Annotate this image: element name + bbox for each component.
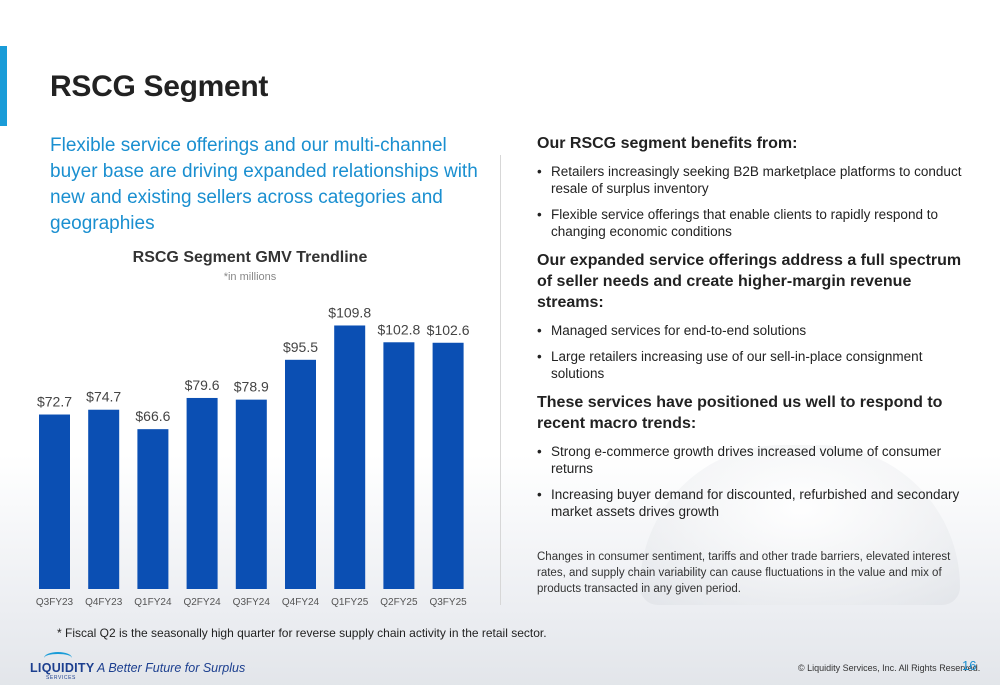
section-macro-trends: These services have positioned us well t…	[537, 392, 967, 520]
x-tick-label: Q3FY25	[429, 597, 467, 608]
bar-Q3FY24	[235, 399, 267, 589]
x-tick-label: Q3FY24	[233, 597, 271, 608]
x-tick-label: Q1FY24	[134, 597, 172, 608]
tagline: A Better Future for Surplus	[97, 661, 246, 675]
section-heading: These services have positioned us well t…	[537, 394, 943, 432]
disclaimer: Changes in consumer sentiment, tariffs a…	[537, 551, 951, 595]
x-tick-label: Q4FY24	[282, 597, 320, 608]
bullet-item: Increasing buyer demand for discounted, …	[537, 486, 967, 520]
page-subtitle: Flexible service offerings and our multi…	[50, 135, 478, 234]
footnote: * Fiscal Q2 is the seasonally high quart…	[57, 626, 547, 640]
accent-bar	[0, 46, 7, 126]
bar-value-label: $79.6	[185, 377, 220, 393]
bullet-item: Retailers increasingly seeking B2B marke…	[537, 163, 967, 197]
page-number: 16	[962, 658, 977, 673]
bar-Q1FY25	[334, 325, 366, 589]
bullet-item: Flexible service offerings that enable c…	[537, 206, 967, 240]
bar-value-label: $72.7	[37, 394, 72, 410]
section-heading: Our expanded service offerings address a…	[537, 252, 962, 311]
bar-value-label: $74.7	[86, 389, 121, 405]
chart-note: *in millions	[223, 271, 277, 283]
bullet-item: Large retailers increasing use of our se…	[537, 348, 967, 382]
bar-Q3FY25	[432, 342, 464, 589]
bar-value-label: $78.9	[234, 379, 269, 395]
x-tick-label: Q2FY25	[380, 597, 418, 608]
logo-text: LIQUIDITY	[30, 661, 95, 675]
x-tick-label: Q4FY23	[85, 597, 123, 608]
x-tick-label: Q2FY24	[183, 597, 221, 608]
bar-Q2FY25	[383, 342, 415, 589]
logo-subtext: SERVICES	[46, 675, 76, 681]
x-tick-label: Q1FY25	[331, 597, 369, 608]
page-title: RSCG Segment	[50, 70, 269, 103]
bullet-list: Strong e-commerce growth drives increase…	[537, 443, 967, 520]
benefits-column: Our RSCG segment benefits from: Retailer…	[537, 133, 967, 530]
bar-value-label: $95.5	[283, 339, 318, 355]
section-benefits: Our RSCG segment benefits from: Retailer…	[537, 133, 967, 240]
bar-value-label: $102.8	[377, 321, 420, 337]
x-tick-label: Q3FY23	[36, 597, 74, 608]
column-divider	[500, 155, 501, 605]
copyright: © Liquidity Services, Inc. All Rights Re…	[798, 663, 981, 673]
liquidity-logo: LIQUIDITY SERVICES	[30, 650, 94, 681]
logo-arc-icon	[44, 652, 72, 664]
bullet-list: Retailers increasingly seeking B2B marke…	[537, 163, 967, 240]
bar-Q3FY23	[39, 414, 70, 589]
bar-value-label: $66.6	[135, 408, 170, 424]
bar-value-label: $102.6	[427, 322, 470, 338]
bullet-item: Managed services for end-to-end solution…	[537, 322, 967, 339]
bar-value-label: $109.8	[328, 304, 371, 320]
bar-Q4FY23	[88, 409, 120, 589]
bar-Q2FY24	[186, 397, 218, 589]
chart-title: RSCG Segment GMV Trendline	[132, 249, 368, 266]
bullet-list: Managed services for end-to-end solution…	[537, 322, 967, 382]
gmv-bar-chart: $72.7 Q3FY23 $74.7 Q4FY23 $66.6 Q1FY24 $79.6 Q2…	[36, 304, 470, 608]
bar-Q4FY24	[285, 359, 316, 589]
section-service-offerings: Our expanded service offerings address a…	[537, 250, 967, 382]
bullet-item: Strong e-commerce growth drives increase…	[537, 443, 967, 477]
bar-Q1FY24	[137, 429, 169, 589]
section-heading: Our RSCG segment benefits from:	[537, 135, 798, 152]
